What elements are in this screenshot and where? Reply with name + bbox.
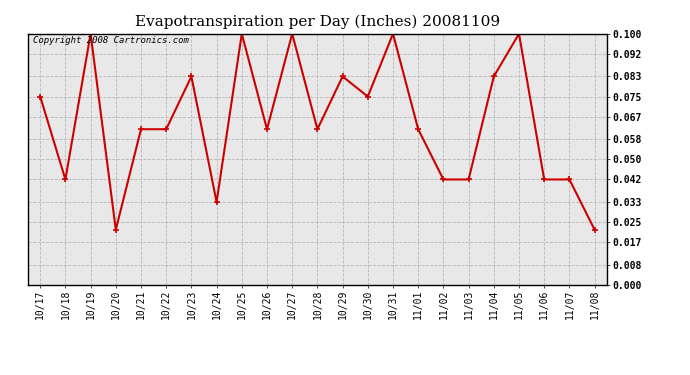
Text: Copyright 2008 Cartronics.com: Copyright 2008 Cartronics.com: [33, 36, 189, 45]
Text: Evapotranspiration per Day (Inches) 20081109: Evapotranspiration per Day (Inches) 2008…: [135, 15, 500, 29]
